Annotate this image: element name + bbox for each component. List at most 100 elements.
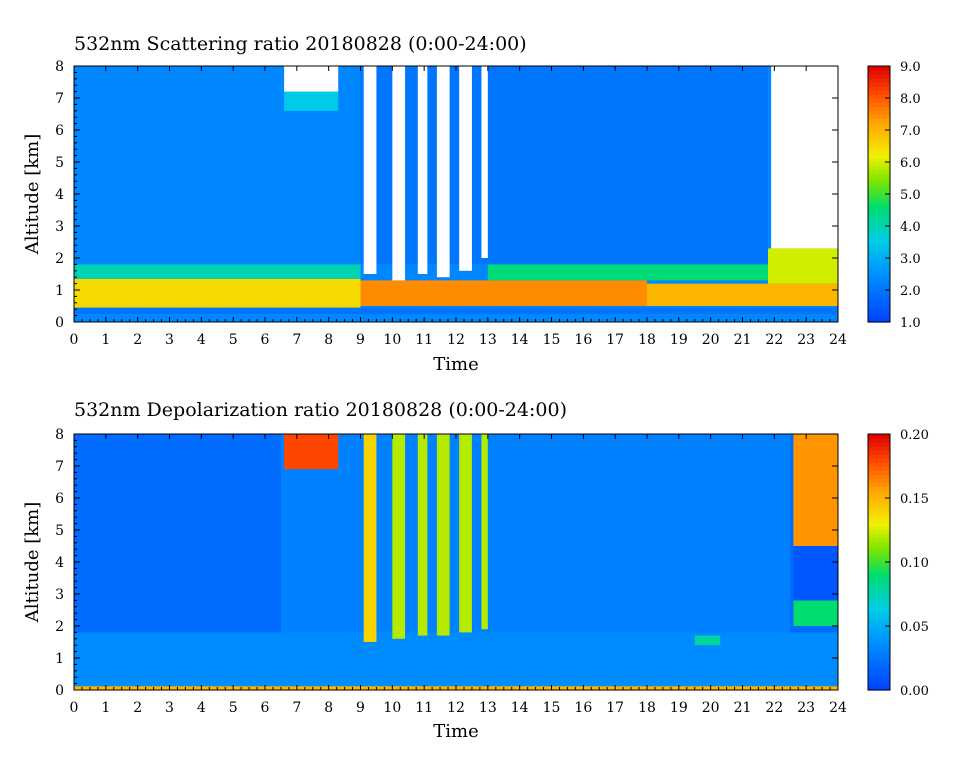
x-tick-label: 7: [292, 332, 301, 348]
x-tick-label: 24: [829, 700, 847, 716]
colorbar-segment: [868, 210, 890, 215]
colorbar-segment: [868, 606, 890, 611]
colorbar-tick-label: 8.0: [900, 92, 921, 107]
colorbar-segment: [868, 462, 890, 467]
x-tick-label: 18: [638, 332, 656, 348]
x-tick-label: 1: [101, 332, 110, 348]
x-tick-label: 12: [447, 700, 465, 716]
colorbar-segment: [868, 502, 890, 507]
x-tick-label: 12: [447, 332, 465, 348]
x-tick-label: 9: [356, 700, 365, 716]
heatmap-cell: [647, 283, 838, 306]
colorbar-segment: [868, 146, 890, 151]
colorbar-segment: [868, 590, 890, 595]
x-tick-label: 18: [638, 700, 656, 716]
colorbar-segment: [868, 482, 890, 487]
x-tick-label: 24: [829, 332, 847, 348]
colorbar-segment: [868, 178, 890, 183]
colorbar-segment: [868, 682, 890, 687]
y-axis-label: Altitude [km]: [22, 502, 43, 624]
colorbar-segment: [868, 614, 890, 619]
colorbar-segment: [868, 162, 890, 167]
colorbar-segment: [868, 110, 890, 115]
heatmap-cell: [793, 600, 838, 626]
colorbar-segment: [868, 234, 890, 239]
chart-title: 532nm Depolarization ratio 20180828 (0:0…: [74, 399, 567, 421]
colorbar-segment: [868, 310, 890, 315]
colorbar-segment: [868, 242, 890, 247]
y-tick-label: 3: [55, 587, 64, 603]
x-tick-label: 2: [133, 332, 142, 348]
colorbar-segment: [868, 138, 890, 143]
heatmap-cell: [459, 434, 472, 633]
colorbar-segment: [868, 90, 890, 95]
colorbar-segment: [868, 618, 890, 623]
heatmap-cell: [360, 66, 768, 265]
heatmap-cell: [284, 434, 339, 470]
colorbar-segment: [868, 510, 890, 515]
colorbar-segment: [868, 610, 890, 615]
heatmap-cell: [767, 248, 838, 284]
heatmap-cell: [74, 278, 361, 308]
x-tick-label: 6: [261, 332, 270, 348]
y-tick-label: 1: [55, 283, 64, 299]
x-tick-label: 8: [324, 700, 333, 716]
colorbar-segment: [868, 182, 890, 187]
colorbar-tick-label: 0.10: [900, 556, 929, 571]
x-tick-label: 4: [197, 332, 206, 348]
colorbar-segment: [868, 282, 890, 287]
x-axis-label: Time: [433, 354, 478, 375]
x-tick-label: 16: [574, 332, 592, 348]
x-tick-label: 8: [324, 332, 333, 348]
colorbar-segment: [868, 626, 890, 631]
colorbar-segment: [868, 142, 890, 147]
colorbar-segment: [868, 666, 890, 671]
colorbar-segment: [868, 650, 890, 655]
y-tick-label: 0: [55, 683, 64, 699]
heatmap-cells: [74, 66, 838, 322]
x-tick-label: 16: [574, 700, 592, 716]
colorbar-segment: [868, 302, 890, 307]
colorbar-segment: [868, 658, 890, 663]
colorbar-segment: [868, 230, 890, 235]
x-axis: 0 1 2 3 4 5 6 7 8 9 10 11 12 13 14 15 16 17 18 19 20 21 22 23 24: [70, 66, 847, 348]
x-tick-label: 3: [165, 700, 174, 716]
colorbar-segment: [868, 174, 890, 179]
colorbar-segment: [868, 270, 890, 275]
colorbar-segment: [868, 474, 890, 479]
colorbar-tick-label: 0.00: [900, 684, 929, 699]
colorbar-segment: [868, 278, 890, 283]
colorbar-segment: [868, 574, 890, 579]
colorbar-segment: [868, 478, 890, 483]
colorbar-segment: [868, 686, 890, 691]
y-tick-label: 3: [55, 219, 64, 235]
colorbar-segment: [868, 214, 890, 219]
x-tick-label: 11: [415, 700, 433, 716]
colorbar-segment: [868, 194, 890, 199]
colorbar-segment: [868, 450, 890, 455]
x-tick-label: 2: [133, 700, 142, 716]
colorbar-segment: [868, 470, 890, 475]
colorbar-segment: [868, 118, 890, 123]
colorbar-segment: [868, 246, 890, 251]
x-tick-label: 20: [702, 332, 720, 348]
y-tick-label: 4: [55, 187, 64, 203]
heatmap-cell: [481, 434, 488, 630]
colorbar-segment: [868, 170, 890, 175]
colorbar-segment: [868, 150, 890, 155]
heatmap-cell: [363, 434, 377, 642]
colorbar-segment: [868, 662, 890, 667]
colorbar-segment: [868, 518, 890, 523]
x-tick-label: 19: [670, 332, 688, 348]
colorbar-segment: [868, 98, 890, 103]
colorbar-segment: [868, 434, 890, 439]
colorbar-segment: [868, 102, 890, 107]
colorbar-segment: [868, 86, 890, 91]
heatmap-cell: [284, 91, 339, 111]
x-tick-label: 13: [479, 332, 497, 348]
x-tick-label: 14: [511, 332, 529, 348]
x-axis-label: Time: [433, 721, 478, 742]
y-tick-label: 5: [55, 523, 64, 539]
colorbar-segment: [868, 82, 890, 87]
colorbar-segment: [868, 166, 890, 171]
